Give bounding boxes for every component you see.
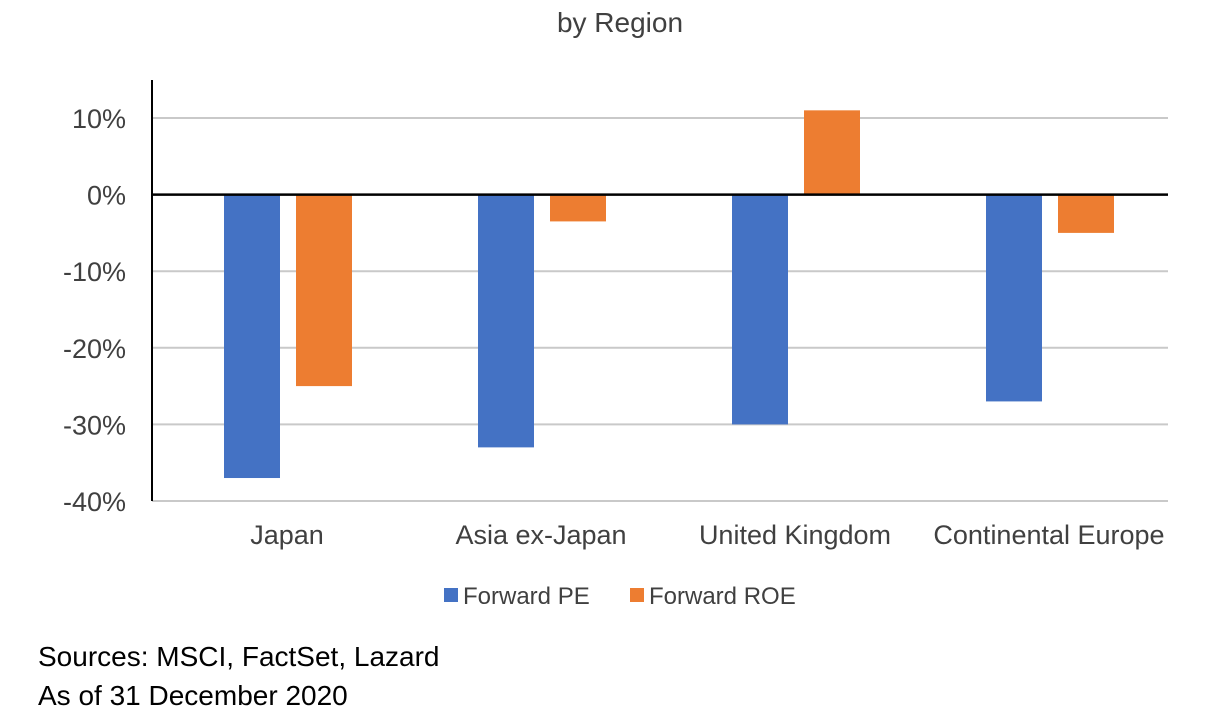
bar-forward-roe (296, 194, 352, 387)
y-tick-label: -40% (63, 487, 126, 517)
bar-forward-roe (804, 110, 860, 195)
legend-swatch (444, 588, 458, 602)
as-of-note: As of 31 December 2020 (38, 680, 348, 711)
region-bar-chart: by Region 10% 0% -10% -20% -30% -40% Japan Asi… (63, 7, 1168, 610)
x-category-label: United Kingdom (699, 520, 891, 550)
x-axis-category-labels: Japan Asia ex-Japan United Kingdom Continen… (250, 520, 1164, 550)
bar-forward-pe (986, 194, 1042, 402)
x-category-label: Japan (250, 520, 324, 550)
x-category-label: Asia ex-Japan (455, 520, 626, 550)
x-category-label: Continental Europe (933, 520, 1164, 550)
chart-title: by Region (557, 7, 683, 38)
bar-forward-pe (224, 194, 280, 479)
bar-forward-pe (478, 194, 534, 448)
axes (151, 80, 1168, 501)
bars (224, 110, 1114, 479)
y-axis-tick-labels: 10% 0% -10% -20% -30% -40% (63, 104, 126, 517)
y-tick-label: -30% (63, 410, 126, 440)
legend-label: Forward ROE (649, 583, 796, 610)
y-tick-label: 0% (87, 181, 126, 211)
y-tick-label: 10% (72, 104, 126, 134)
legend: Forward PE Forward ROE (444, 583, 796, 610)
bar-forward-roe (550, 194, 606, 222)
legend-label: Forward PE (463, 583, 590, 610)
bar-forward-pe (732, 194, 788, 425)
legend-swatch (630, 588, 644, 602)
bar-forward-roe (1058, 194, 1114, 233)
y-tick-label: -20% (63, 334, 126, 364)
sources-note: Sources: MSCI, FactSet, Lazard (38, 641, 440, 672)
y-tick-label: -10% (63, 257, 126, 287)
